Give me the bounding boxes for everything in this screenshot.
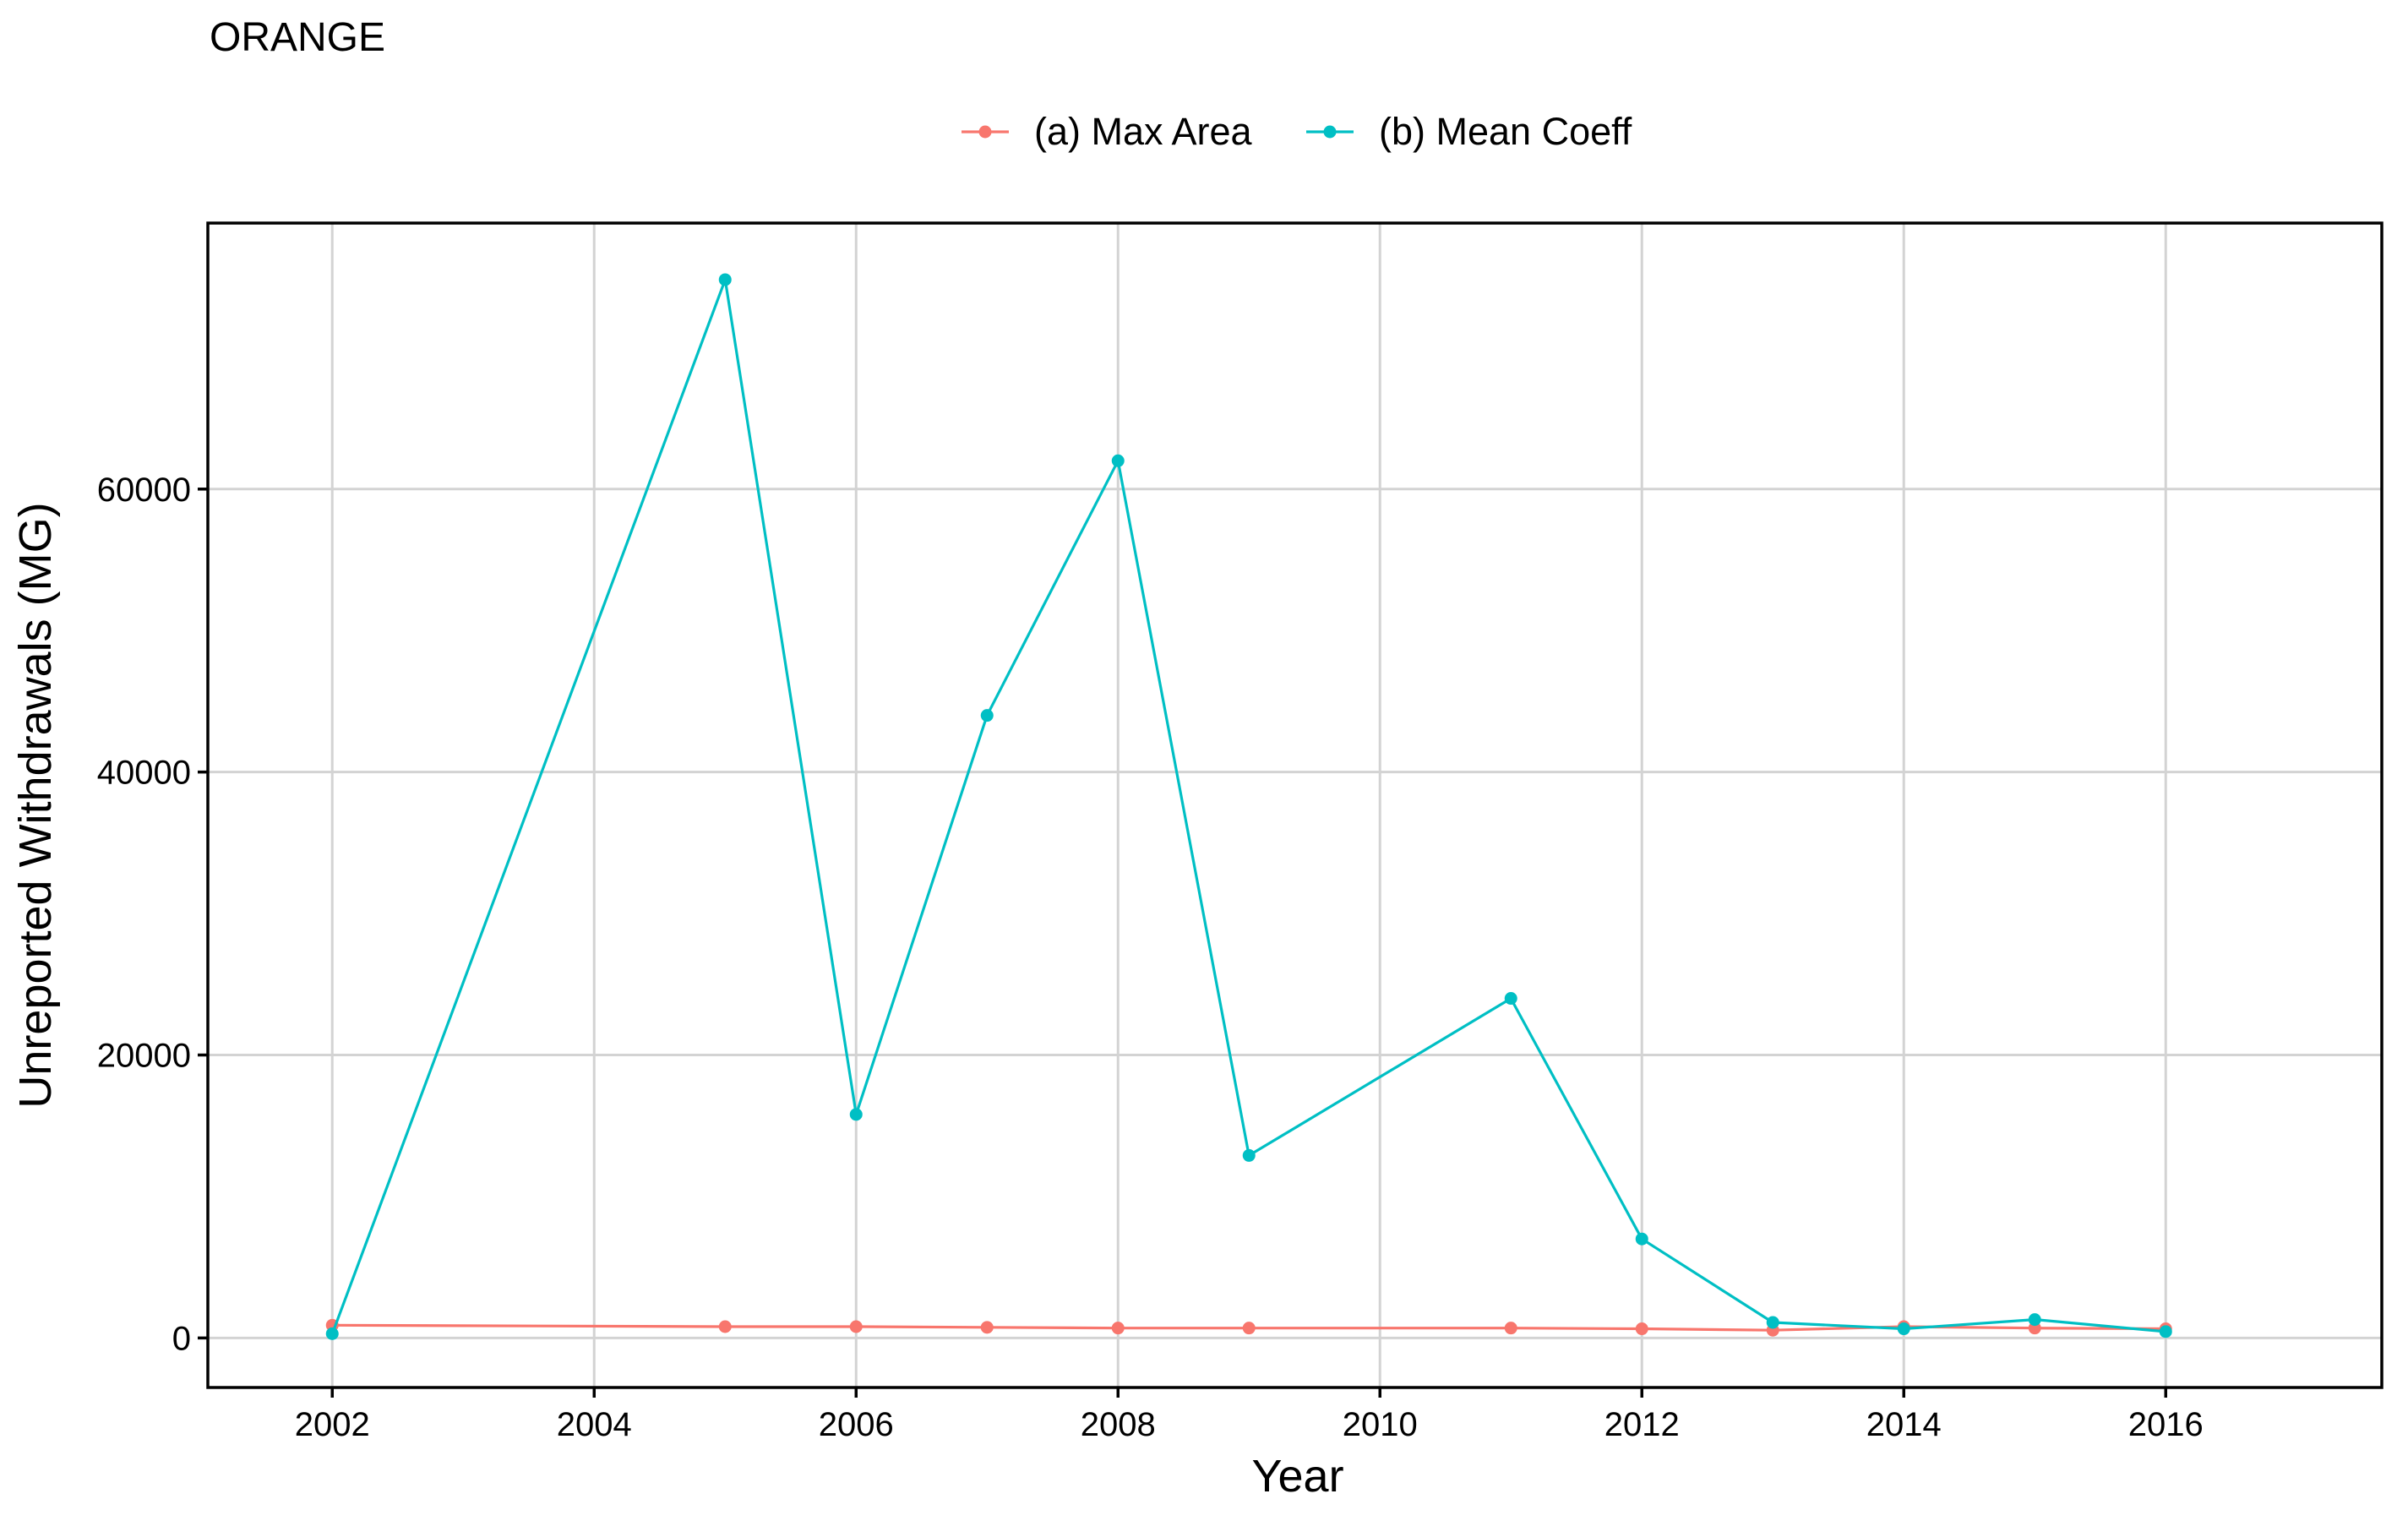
legend: (a) Max Area (b) Mean Coeff (962, 110, 1632, 153)
data-point-b-mean-coeff-7 (1635, 1232, 1648, 1246)
data-point-a-max-area-7 (1635, 1322, 1648, 1336)
series-line-b-mean-coeff (330, 278, 2166, 1334)
data-point-a-max-area-1 (718, 1320, 732, 1333)
y-tick-label-0: 0 (172, 1320, 191, 1357)
legend-label-b-mean-coeff: (b) Mean Coeff (1379, 110, 1632, 153)
legend-label-a-max-area: (a) Max Area (1034, 110, 1253, 153)
y-tick-label-60000: 60000 (97, 472, 191, 509)
data-point-a-max-area-2 (849, 1320, 863, 1333)
grid-lines (208, 223, 2382, 1387)
series-layer (325, 273, 2172, 1340)
x-tick-label-2004: 2004 (557, 1406, 632, 1443)
x-tick-label-2008: 2008 (1081, 1406, 1156, 1443)
y-axis-title: Unreported Withdrawals (MG) (10, 502, 61, 1108)
x-axis-title: Year (1251, 1451, 1343, 1502)
x-tick-label-2012: 2012 (1604, 1406, 1680, 1443)
data-point-b-mean-coeff-9 (1897, 1322, 1910, 1336)
x-tick-label-2014: 2014 (1866, 1406, 1942, 1443)
chart-title: ORANGE (210, 15, 385, 60)
data-point-a-max-area-6 (1504, 1322, 1517, 1335)
axes: 2002 2004 2006 2008 2010 2012 2014 2016 0 20000 40… (97, 472, 2204, 1443)
data-point-b-mean-coeff-4 (1111, 454, 1125, 467)
x-tick-label-2010: 2010 (1343, 1406, 1418, 1443)
x-tick-label-2016: 2016 (2128, 1406, 2204, 1443)
y-tick-label-20000: 20000 (97, 1038, 191, 1075)
plot-panel-border (206, 221, 2383, 1389)
data-point-a-max-area-3 (980, 1321, 994, 1334)
data-point-b-mean-coeff-0 (325, 1327, 339, 1340)
legend-key-point-a-max-area (978, 125, 992, 139)
data-point-b-mean-coeff-6 (1504, 992, 1517, 1006)
data-point-b-mean-coeff-8 (1766, 1316, 1779, 1329)
data-point-b-mean-coeff-10 (2028, 1313, 2041, 1327)
legend-key-point-b-mean-coeff (1323, 125, 1337, 139)
y-tick-label-40000: 40000 (97, 755, 191, 792)
x-tick-label-2002: 2002 (295, 1406, 370, 1443)
data-point-b-mean-coeff-3 (980, 709, 994, 722)
data-point-a-max-area-5 (1242, 1322, 1256, 1335)
data-point-b-mean-coeff-5 (1242, 1148, 1256, 1162)
data-point-a-max-area-4 (1111, 1322, 1125, 1335)
x-tick-label-2006: 2006 (819, 1406, 894, 1443)
data-point-b-mean-coeff-11 (2159, 1325, 2172, 1338)
data-point-b-mean-coeff-2 (849, 1108, 863, 1121)
data-point-b-mean-coeff-1 (718, 273, 732, 286)
